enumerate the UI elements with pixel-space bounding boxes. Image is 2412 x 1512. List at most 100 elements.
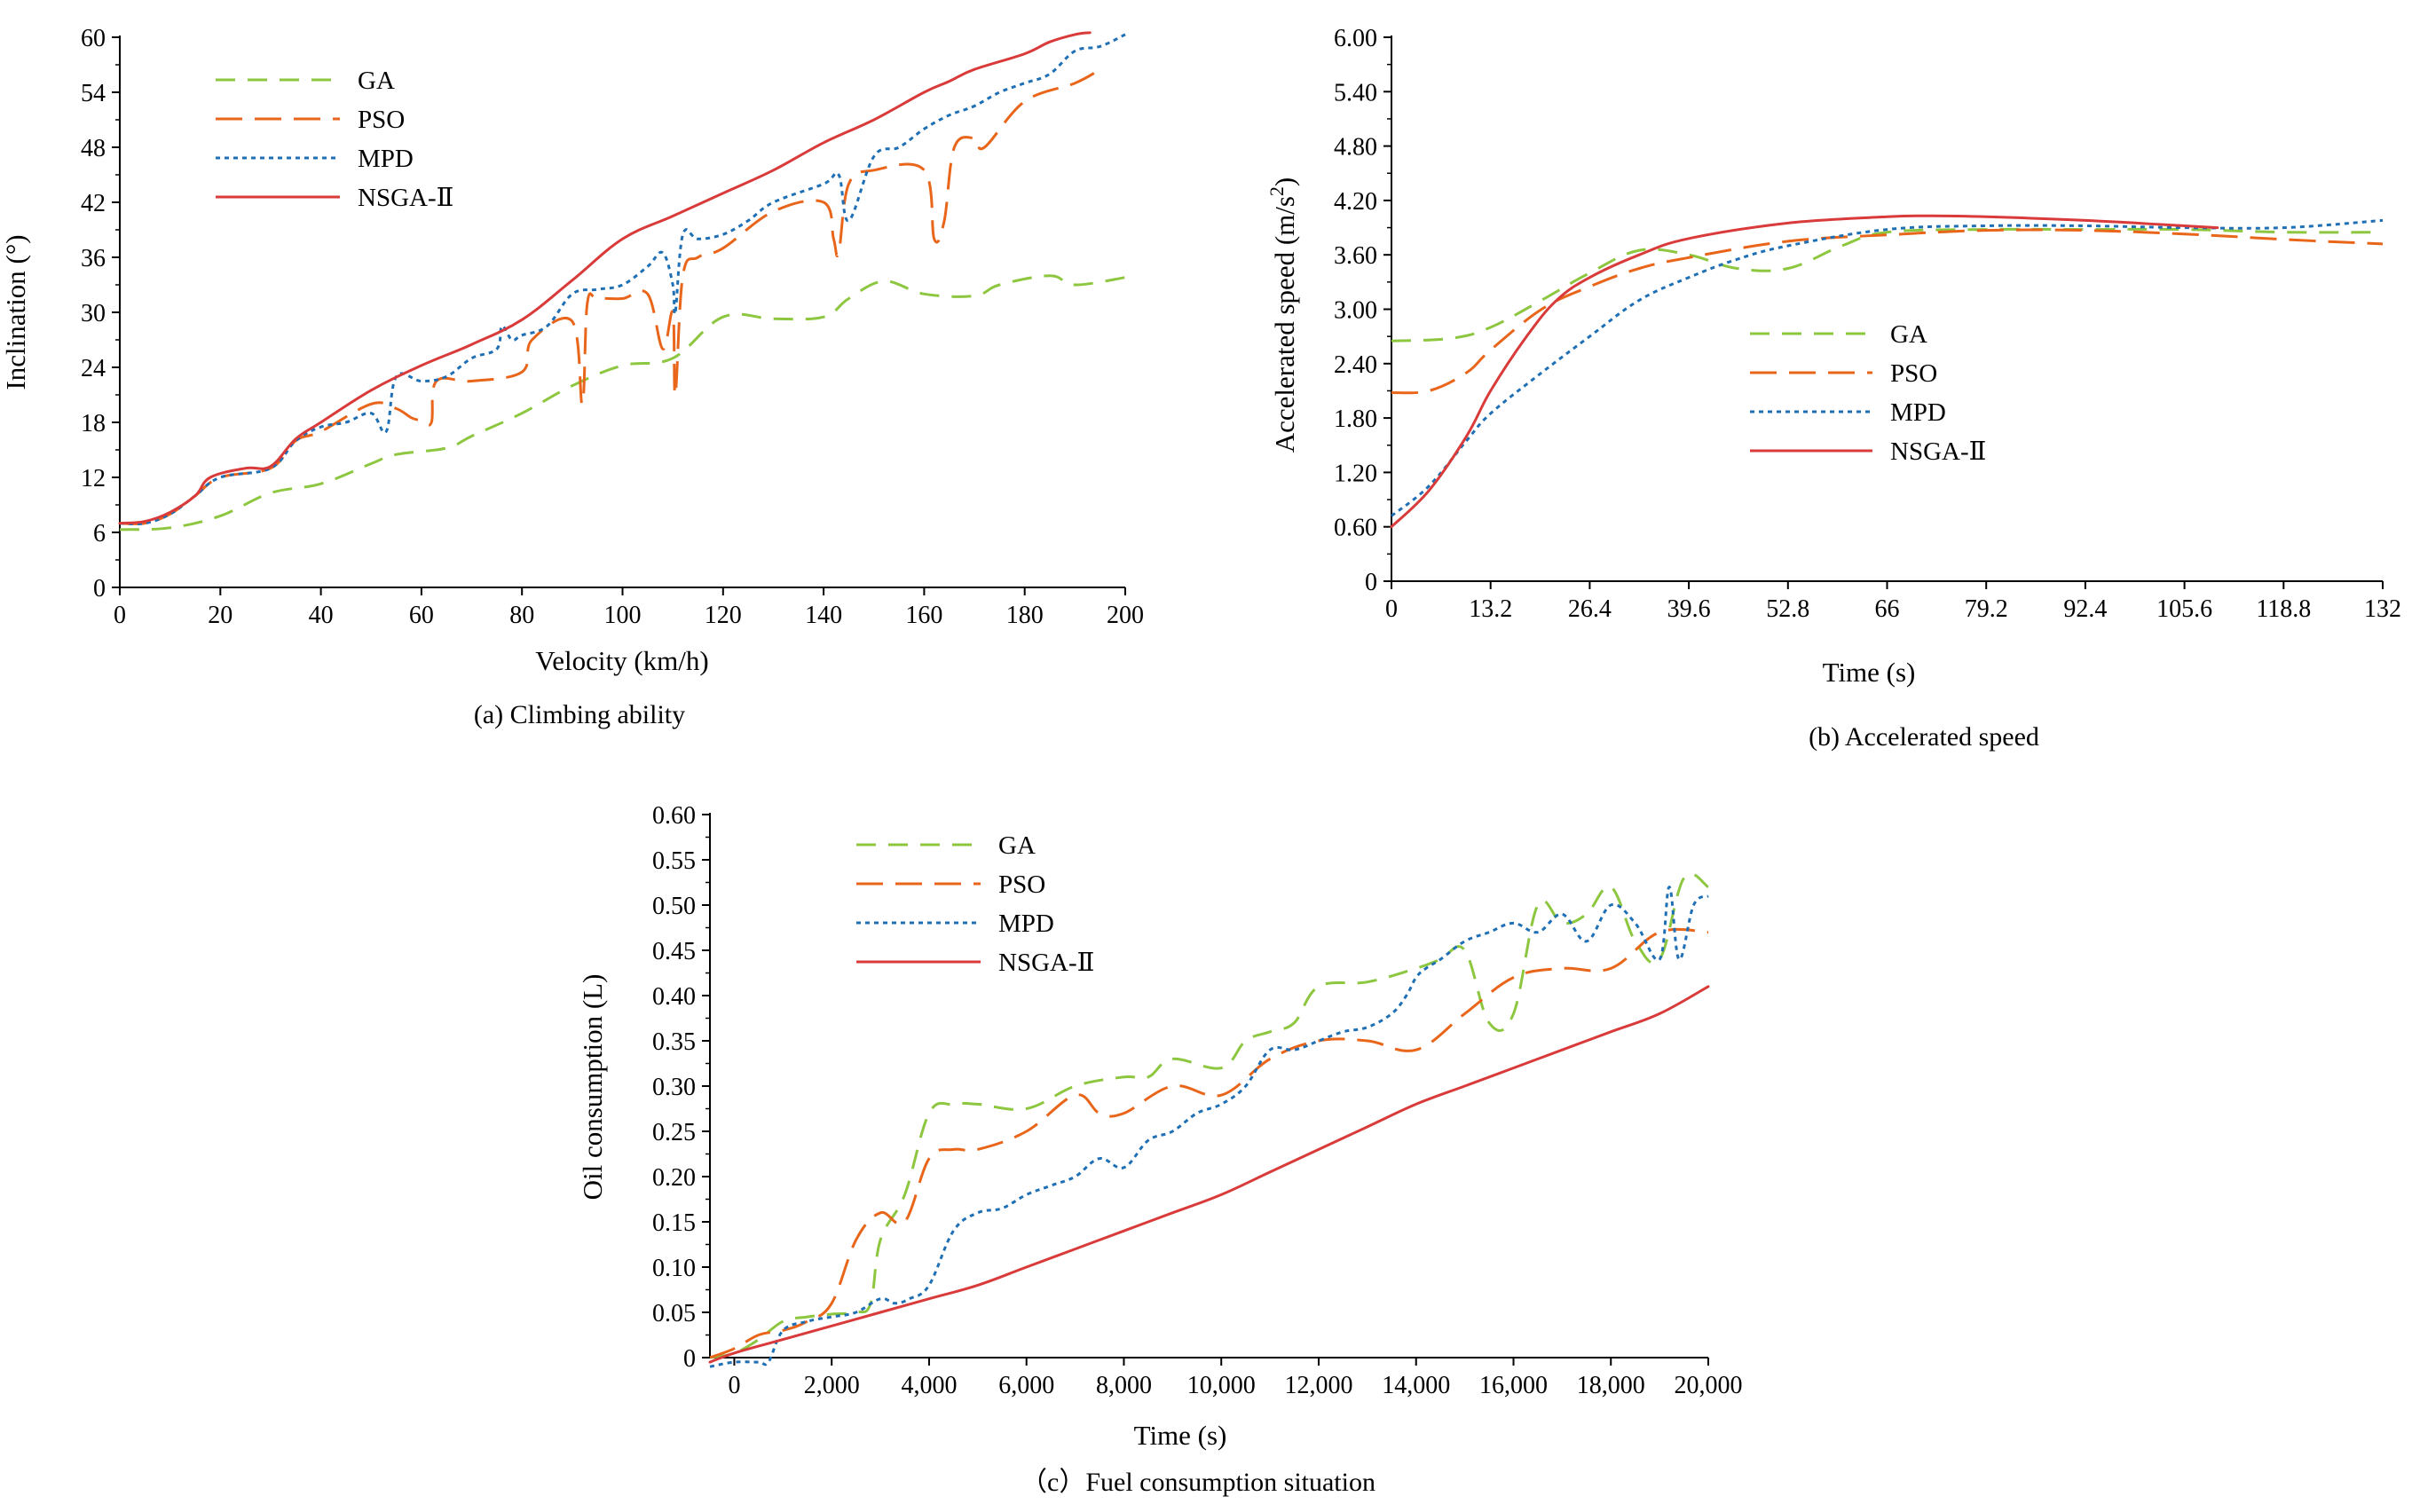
legend-label: PSO [358, 106, 405, 134]
x-tick-label: 140 [805, 602, 842, 629]
x-tick-label: 118.8 [2256, 595, 2311, 623]
y-tick-label: 0.35 [652, 1028, 696, 1056]
x-tick-label: 20,000 [1675, 1372, 1743, 1399]
y-tick-label: 6 [93, 520, 106, 547]
y-tick-label: 12 [81, 465, 106, 492]
y-tick-label: 0 [93, 575, 106, 602]
chart-b: 0 0.60 1.20 1.80 2.40 3.00 3.60 4.20 4.80 5.40 6.0… [1265, 25, 2402, 752]
series-line-mpd [709, 886, 1709, 1368]
x-tick-label: 12,000 [1284, 1372, 1352, 1399]
legend: GA PSO MPD NSGA-Ⅱ [1750, 320, 1986, 466]
y-tick-label: 48 [81, 135, 106, 162]
legend-label: GA [998, 831, 1036, 860]
y-tick-label: 60 [81, 25, 106, 52]
series-line-mpd [1391, 218, 2384, 517]
legend-label: GA [358, 67, 395, 95]
y-tick-label: 0 [1365, 569, 1377, 596]
y-tick-label: 0.10 [652, 1255, 696, 1282]
y-tick-label: 0.20 [652, 1164, 696, 1192]
x-tick-label: 105.6 [2156, 595, 2212, 623]
x-tick-label: 14,000 [1382, 1372, 1450, 1399]
x-axis-label: Time (s) [1823, 657, 1916, 688]
y-tick-label: 0.40 [652, 983, 696, 1011]
x-axis-label: Velocity (km/h) [535, 645, 708, 676]
y-tick-label: 18 [81, 410, 106, 437]
chart-c: 0 0.05 0.10 0.15 0.20 0.25 0.30 0.35 0.40 0.45 0.5… [577, 802, 1743, 1497]
y-tick-label: 0.50 [652, 893, 696, 920]
y-tick-label: 3.00 [1334, 297, 1377, 325]
x-tick-label: 120 [705, 602, 742, 629]
x-tick-label: 10,000 [1187, 1372, 1256, 1399]
x-tick-label: 39.6 [1667, 595, 1711, 623]
legend-label: PSO [1890, 359, 1937, 388]
y-tick-label: 0.05 [652, 1300, 696, 1327]
series-line-pso [709, 927, 1709, 1359]
chart-caption: （c）Fuel consumption situation [1021, 1468, 1375, 1497]
y-axis-label: Inclination (°) [0, 234, 31, 390]
series-line-pso [1391, 228, 2384, 395]
legend-label: NSGA-Ⅱ [998, 949, 1094, 977]
legend: GA PSO MPD NSGA-Ⅱ [856, 831, 1094, 977]
y-tick-label: 0.25 [652, 1119, 696, 1146]
x-tick-label: 6,000 [998, 1372, 1054, 1399]
x-axis-label: Time (s) [1134, 1420, 1227, 1451]
y-tick-label: 36 [81, 245, 106, 272]
y-tick-label: 5.40 [1334, 79, 1377, 106]
series-line-ga [709, 872, 1709, 1359]
y-tick-label: 3.60 [1334, 242, 1377, 270]
series-line-ga [119, 274, 1126, 532]
x-tick-label: 13.2 [1469, 595, 1512, 623]
y-tick-label: 0.60 [1334, 515, 1377, 542]
y-tick-label: 4.20 [1334, 188, 1377, 216]
legend-label: PSO [998, 870, 1045, 899]
x-tick-label: 0 [114, 602, 126, 629]
legend-label: GA [1890, 320, 1927, 349]
chart-caption: (a) Climbing ability [474, 700, 685, 729]
x-tick-label: 4,000 [901, 1372, 957, 1399]
x-tick-label: 160 [905, 602, 942, 629]
x-tick-label: 40 [309, 602, 334, 629]
y-tick-label: 0.15 [652, 1209, 696, 1237]
legend-label: NSGA-Ⅱ [358, 184, 453, 212]
series-line-nsga [708, 985, 1710, 1364]
legend-label: MPD [1890, 398, 1946, 427]
legend: GA PSO MPD NSGA-Ⅱ [216, 67, 453, 212]
series-line-mpd [119, 33, 1126, 525]
x-tick-label: 26.4 [1568, 595, 1612, 623]
y-tick-label: 4.80 [1334, 134, 1377, 161]
y-tick-label: 0.60 [652, 802, 696, 830]
x-tick-label: 92.4 [2063, 595, 2107, 623]
y-tick-label: 30 [81, 300, 106, 327]
series-line-nsga [1390, 214, 2219, 529]
legend-label: MPD [998, 910, 1054, 938]
y-axis-label: Oil consumption (L) [577, 974, 608, 1201]
x-tick-label: 60 [409, 602, 434, 629]
series-line-pso [119, 67, 1101, 525]
x-tick-label: 2,000 [804, 1372, 860, 1399]
y-axis-label: Accelerated speed (m/s2) [1265, 177, 1301, 453]
x-tick-label: 16,000 [1479, 1372, 1548, 1399]
chart-a: 0 6 12 18 24 30 36 42 48 54 60 0 20 40 60 80 100 120 140 16… [0, 25, 1144, 729]
y-tick-label: 24 [81, 355, 106, 382]
x-tick-label: 180 [1006, 602, 1044, 629]
x-tick-label: 0 [1385, 595, 1398, 623]
legend-label: MPD [358, 145, 414, 173]
legend-label: NSGA-Ⅱ [1890, 437, 1986, 466]
y-tick-label: 1.80 [1334, 406, 1377, 433]
chart-caption: (b) Accelerated speed [1809, 722, 2039, 752]
x-tick-label: 100 [604, 602, 642, 629]
x-tick-label: 8,000 [1096, 1372, 1152, 1399]
x-tick-label: 20 [208, 602, 233, 629]
x-tick-label: 200 [1107, 602, 1144, 629]
x-tick-label: 132 [2364, 595, 2401, 623]
x-tick-label: 18,000 [1577, 1372, 1645, 1399]
y-tick-label: 0.45 [652, 938, 696, 965]
y-tick-label: 0.55 [652, 847, 696, 875]
x-tick-label: 80 [509, 602, 534, 629]
x-tick-label: 0 [728, 1372, 740, 1399]
y-tick-label: 2.40 [1334, 351, 1377, 379]
x-tick-label: 79.2 [1965, 595, 2008, 623]
x-tick-label: 66 [1875, 595, 1900, 623]
series-line-nsga [118, 31, 1092, 525]
